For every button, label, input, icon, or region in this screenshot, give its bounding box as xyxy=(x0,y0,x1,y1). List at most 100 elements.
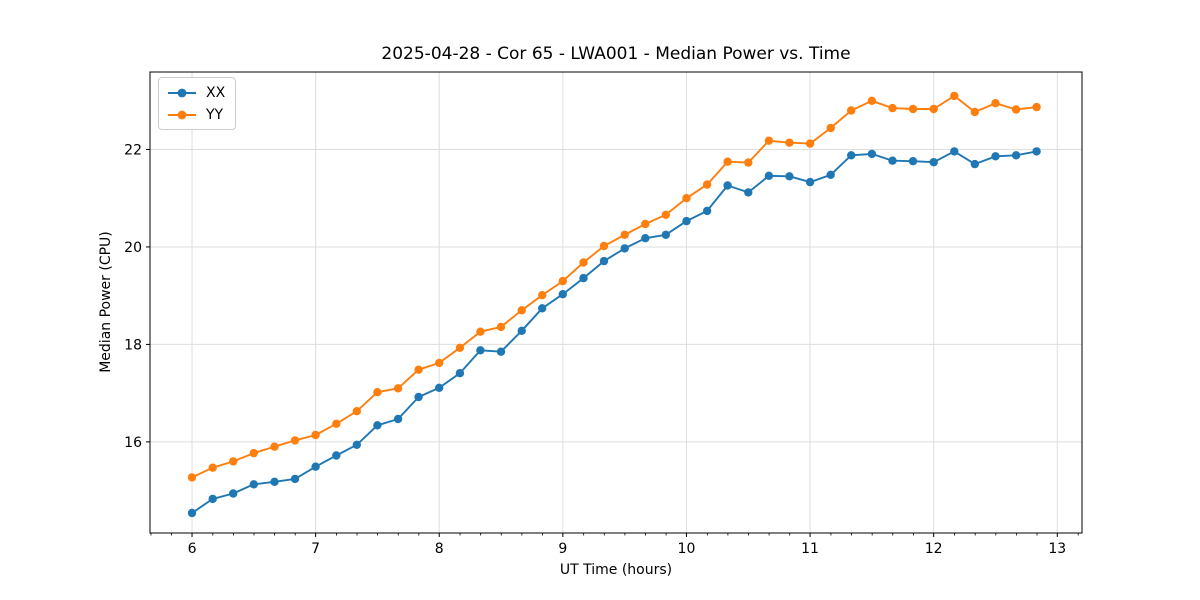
data-point-yy xyxy=(970,107,979,117)
data-point-yy xyxy=(888,103,897,113)
y-tick-label: 20 xyxy=(124,240,142,256)
y-tick-label: 22 xyxy=(124,142,142,158)
data-point-yy xyxy=(620,230,629,239)
chart-title: 2025-04-28 - Cor 65 - LWA001 - Median Po… xyxy=(381,44,851,64)
data-point-xx xyxy=(599,256,609,266)
data-point-yy xyxy=(847,106,856,115)
data-point-xx xyxy=(476,346,485,355)
y-axis-label-text: Median Power (CPU) xyxy=(98,231,114,373)
data-point-xx xyxy=(991,152,1000,161)
data-point-yy xyxy=(476,327,485,336)
legend-label-yy: YY xyxy=(206,106,224,123)
data-point-xx xyxy=(270,477,279,486)
data-point-yy xyxy=(517,306,526,315)
data-point-yy xyxy=(393,384,403,393)
y-tick-label: 18 xyxy=(124,337,142,353)
data-point-xx xyxy=(867,149,877,159)
data-point-yy xyxy=(867,96,877,106)
x-tick-label: 9 xyxy=(558,541,567,557)
data-point-yy xyxy=(352,407,361,416)
data-point-yy xyxy=(435,358,444,368)
x-tick-label: 10 xyxy=(678,541,696,557)
data-point-xx xyxy=(352,440,361,449)
data-point-xx xyxy=(187,508,197,518)
legend-line-xx-icon xyxy=(168,88,196,97)
x-tick-label: 7 xyxy=(311,541,320,557)
data-point-yy xyxy=(249,448,258,458)
series-line-yy xyxy=(191,94,1037,479)
data-point-xx xyxy=(888,156,897,165)
data-point-yy xyxy=(599,241,609,251)
data-point-yy xyxy=(641,219,650,229)
data-point-xx xyxy=(517,326,526,335)
data-point-xx xyxy=(332,451,341,460)
data-point-yy xyxy=(229,457,238,466)
data-point-yy xyxy=(661,210,670,219)
data-point-yy xyxy=(1011,105,1021,114)
series-line-xx xyxy=(191,150,1037,514)
data-point-xx xyxy=(826,170,835,179)
data-point-yy xyxy=(991,99,1000,108)
legend: XX YY xyxy=(158,77,237,130)
data-point-yy xyxy=(764,136,774,145)
data-point-xx xyxy=(373,421,382,430)
data-point-xx xyxy=(970,159,979,169)
data-point-yy xyxy=(805,139,815,148)
data-point-yy xyxy=(311,430,320,440)
data-point-xx xyxy=(764,171,774,180)
data-point-yy xyxy=(187,473,197,482)
x-tick-label: 13 xyxy=(1048,541,1066,557)
legend-item-yy: YY xyxy=(167,105,225,124)
data-point-xx xyxy=(393,414,403,424)
data-point-xx xyxy=(229,489,238,498)
data-point-xx xyxy=(744,188,753,197)
data-point-yy xyxy=(723,157,732,166)
data-point-yy xyxy=(270,442,279,451)
data-point-xx xyxy=(311,462,320,471)
data-point-xx xyxy=(496,347,506,356)
data-point-yy xyxy=(785,138,794,147)
data-point-yy xyxy=(702,180,712,189)
data-point-yy xyxy=(496,322,506,332)
legend-line-yy-icon xyxy=(168,110,196,119)
data-point-yy xyxy=(455,343,465,352)
data-point-xx xyxy=(249,480,258,489)
data-point-yy xyxy=(558,276,567,286)
x-tick-label: 8 xyxy=(435,541,444,557)
data-point-xx xyxy=(208,494,217,504)
data-point-yy xyxy=(682,194,691,203)
data-point-yy xyxy=(950,91,959,101)
data-point-yy xyxy=(744,158,753,167)
data-point-xx xyxy=(641,234,650,243)
data-point-xx xyxy=(929,158,938,167)
data-point-yy xyxy=(929,104,938,114)
data-point-xx xyxy=(723,181,732,190)
data-point-xx xyxy=(620,244,629,253)
axes-border xyxy=(149,71,1083,534)
data-point-yy xyxy=(290,436,300,445)
data-point-xx xyxy=(950,147,959,156)
x-tick-label: 11 xyxy=(801,541,819,557)
data-point-yy xyxy=(538,291,547,300)
data-point-xx xyxy=(805,177,815,187)
data-point-xx xyxy=(1032,147,1041,156)
data-point-yy xyxy=(332,419,341,428)
data-point-yy xyxy=(208,463,217,472)
data-point-yy xyxy=(373,388,382,397)
data-point-xx xyxy=(682,216,691,226)
x-tick-label: 6 xyxy=(188,541,197,557)
data-point-xx xyxy=(785,172,794,181)
data-point-xx xyxy=(558,290,567,299)
x-tick-label: 12 xyxy=(925,541,943,557)
data-point-xx xyxy=(847,151,856,160)
data-point-xx xyxy=(702,206,712,216)
data-point-xx xyxy=(908,157,918,166)
data-point-xx xyxy=(661,230,670,239)
data-point-xx xyxy=(579,273,588,283)
y-tick-label: 16 xyxy=(124,435,142,451)
data-point-yy xyxy=(908,104,918,114)
data-point-yy xyxy=(579,258,588,267)
x-axis-label: UT Time (hours) xyxy=(559,562,673,578)
data-point-yy xyxy=(1032,102,1041,112)
